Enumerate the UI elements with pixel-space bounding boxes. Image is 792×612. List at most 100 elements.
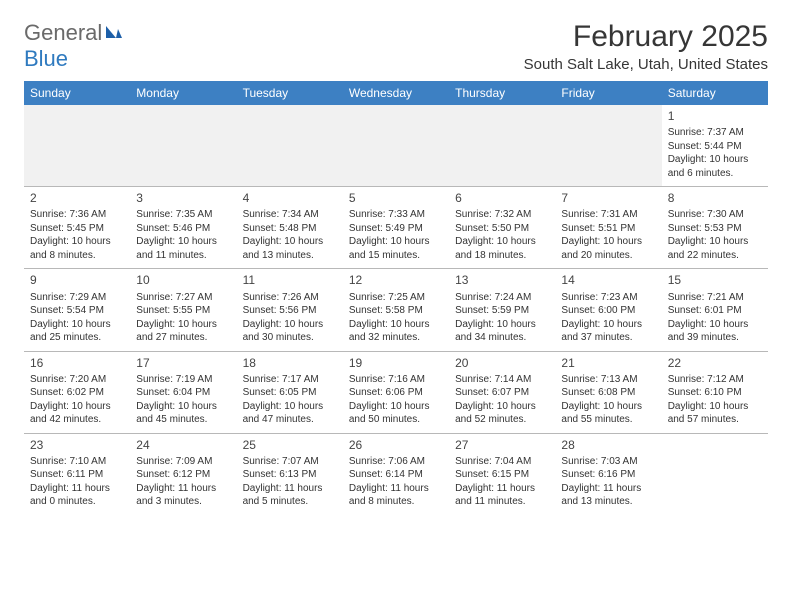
- day-info-line: and 20 minutes.: [561, 249, 655, 263]
- day-info-line: and 15 minutes.: [349, 249, 443, 263]
- day-number: 2: [30, 190, 124, 206]
- calendar-page: General Blue February 2025 South Salt La…: [0, 0, 792, 535]
- day-number: 1: [668, 108, 762, 124]
- day-info-line: and 22 minutes.: [668, 249, 762, 263]
- day-info-line: Sunset: 6:13 PM: [243, 468, 337, 482]
- day-cell: 6Sunrise: 7:32 AMSunset: 5:50 PMDaylight…: [449, 187, 555, 269]
- day-info-line: Sunrise: 7:07 AM: [243, 455, 337, 469]
- day-info-line: Sunset: 5:54 PM: [30, 304, 124, 318]
- day-info-line: Sunset: 5:55 PM: [136, 304, 230, 318]
- day-header: Tuesday: [237, 81, 343, 105]
- month-title: February 2025: [524, 20, 768, 54]
- day-info-line: Sunrise: 7:33 AM: [349, 208, 443, 222]
- day-info-line: Sunset: 5:56 PM: [243, 304, 337, 318]
- day-info-line: Sunset: 6:10 PM: [668, 386, 762, 400]
- day-cell: 5Sunrise: 7:33 AMSunset: 5:49 PMDaylight…: [343, 187, 449, 269]
- day-number: 16: [30, 355, 124, 371]
- day-number: 17: [136, 355, 230, 371]
- day-info-line: Daylight: 11 hours: [561, 482, 655, 496]
- day-cell: 10Sunrise: 7:27 AMSunset: 5:55 PMDayligh…: [130, 269, 236, 351]
- day-cell: 16Sunrise: 7:20 AMSunset: 6:02 PMDayligh…: [24, 351, 130, 433]
- day-cell: 13Sunrise: 7:24 AMSunset: 5:59 PMDayligh…: [449, 269, 555, 351]
- day-cell: 24 Sunrise: 7:09 AMSunset: 6:12 PMDayligh…: [130, 433, 236, 515]
- day-info-line: Sunrise: 7:37 AM: [668, 126, 762, 140]
- day-info-line: Sunrise: 7:32 AM: [455, 208, 549, 222]
- day-info-line: and 5 minutes.: [243, 495, 337, 509]
- day-info-line: Sunset: 6:06 PM: [349, 386, 443, 400]
- day-info-line: Sunset: 5:44 PM: [668, 140, 762, 154]
- day-number: 11: [243, 272, 337, 288]
- day-info-line: Sunrise: 7:27 AM: [136, 291, 230, 305]
- day-info-line: Sunset: 5:58 PM: [349, 304, 443, 318]
- day-info-line: Daylight: 10 hours: [349, 235, 443, 249]
- day-info-line: Daylight: 10 hours: [243, 400, 337, 414]
- day-info-line: Sunrise: 7:09 AM: [136, 455, 230, 469]
- day-info-line: and 11 minutes.: [136, 249, 230, 263]
- day-cell: 12Sunrise: 7:25 AMSunset: 5:58 PMDayligh…: [343, 269, 449, 351]
- day-info-line: and 39 minutes.: [668, 331, 762, 345]
- day-number: 24: [136, 437, 230, 453]
- day-cell: [662, 433, 768, 515]
- day-info-line: and 30 minutes.: [243, 331, 337, 345]
- day-info-line: and 0 minutes.: [30, 495, 124, 509]
- day-info-line: Sunrise: 7:23 AM: [561, 291, 655, 305]
- day-cell: 14Sunrise: 7:23 AMSunset: 6:00 PMDayligh…: [555, 269, 661, 351]
- day-info-line: Sunrise: 7:03 AM: [561, 455, 655, 469]
- day-number: 15: [668, 272, 762, 288]
- day-info-line: Sunrise: 7:24 AM: [455, 291, 549, 305]
- day-cell: 22Sunrise: 7:12 AMSunset: 6:10 PMDayligh…: [662, 351, 768, 433]
- day-info-line: Sunset: 6:12 PM: [136, 468, 230, 482]
- day-info-line: and 13 minutes.: [561, 495, 655, 509]
- day-cell: [237, 105, 343, 187]
- day-number: 13: [455, 272, 549, 288]
- day-info-line: Sunrise: 7:31 AM: [561, 208, 655, 222]
- day-info-line: Sunset: 5:50 PM: [455, 222, 549, 236]
- day-cell: 7 Sunrise: 7:31 AMSunset: 5:51 PMDaylight…: [555, 187, 661, 269]
- day-cell: 2Sunrise: 7:36 AMSunset: 5:45 PMDaylight…: [24, 187, 130, 269]
- day-info-line: Sunrise: 7:35 AM: [136, 208, 230, 222]
- day-info-line: Sunrise: 7:26 AM: [243, 291, 337, 305]
- day-cell: 25 Sunrise: 7:07 AMSunset: 6:13 PMDayligh…: [237, 433, 343, 515]
- day-info-line: and 27 minutes.: [136, 331, 230, 345]
- day-cell: 15Sunrise: 7:21 AMSunset: 6:01 PMDayligh…: [662, 269, 768, 351]
- day-info-line: Daylight: 10 hours: [455, 235, 549, 249]
- day-info-line: Sunset: 5:46 PM: [136, 222, 230, 236]
- day-info-line: Sunset: 5:59 PM: [455, 304, 549, 318]
- day-info-line: and 34 minutes.: [455, 331, 549, 345]
- day-info-line: Sunrise: 7:06 AM: [349, 455, 443, 469]
- day-info-line: Sunset: 5:45 PM: [30, 222, 124, 236]
- day-info-line: Sunrise: 7:20 AM: [30, 373, 124, 387]
- day-info-line: and 8 minutes.: [30, 249, 124, 263]
- day-info-line: and 25 minutes.: [30, 331, 124, 345]
- day-info-line: Sunset: 5:51 PM: [561, 222, 655, 236]
- day-number: 5: [349, 190, 443, 206]
- day-info-line: Daylight: 10 hours: [243, 318, 337, 332]
- day-number: 25: [243, 437, 337, 453]
- day-info-line: Sunrise: 7:30 AM: [668, 208, 762, 222]
- day-info-line: Sunrise: 7:17 AM: [243, 373, 337, 387]
- day-info-line: Daylight: 10 hours: [668, 235, 762, 249]
- day-info-line: Sunset: 6:02 PM: [30, 386, 124, 400]
- week-row: 1Sunrise: 7:37 AMSunset: 5:44 PMDaylight…: [24, 105, 768, 187]
- sail-icon: [104, 24, 124, 45]
- day-header: Wednesday: [343, 81, 449, 105]
- day-info-line: Daylight: 11 hours: [136, 482, 230, 496]
- day-cell: 27Sunrise: 7:04 AMSunset: 6:15 PMDayligh…: [449, 433, 555, 515]
- day-cell: [449, 105, 555, 187]
- day-info-line: Daylight: 10 hours: [349, 400, 443, 414]
- day-info-line: Daylight: 11 hours: [243, 482, 337, 496]
- day-number: 27: [455, 437, 549, 453]
- day-info-line: Daylight: 10 hours: [668, 400, 762, 414]
- day-info-line: Sunset: 6:05 PM: [243, 386, 337, 400]
- day-cell: 23Sunrise: 7:10 AMSunset: 6:11 PMDayligh…: [24, 433, 130, 515]
- day-number: 28: [561, 437, 655, 453]
- day-info-line: Sunset: 6:16 PM: [561, 468, 655, 482]
- day-info-line: and 55 minutes.: [561, 413, 655, 427]
- day-info-line: and 8 minutes.: [349, 495, 443, 509]
- day-info-line: Sunrise: 7:13 AM: [561, 373, 655, 387]
- day-cell: 19Sunrise: 7:16 AMSunset: 6:06 PMDayligh…: [343, 351, 449, 433]
- day-number: 4: [243, 190, 337, 206]
- day-info-line: and 32 minutes.: [349, 331, 443, 345]
- day-number: 7: [561, 190, 655, 206]
- day-info-line: Daylight: 10 hours: [561, 235, 655, 249]
